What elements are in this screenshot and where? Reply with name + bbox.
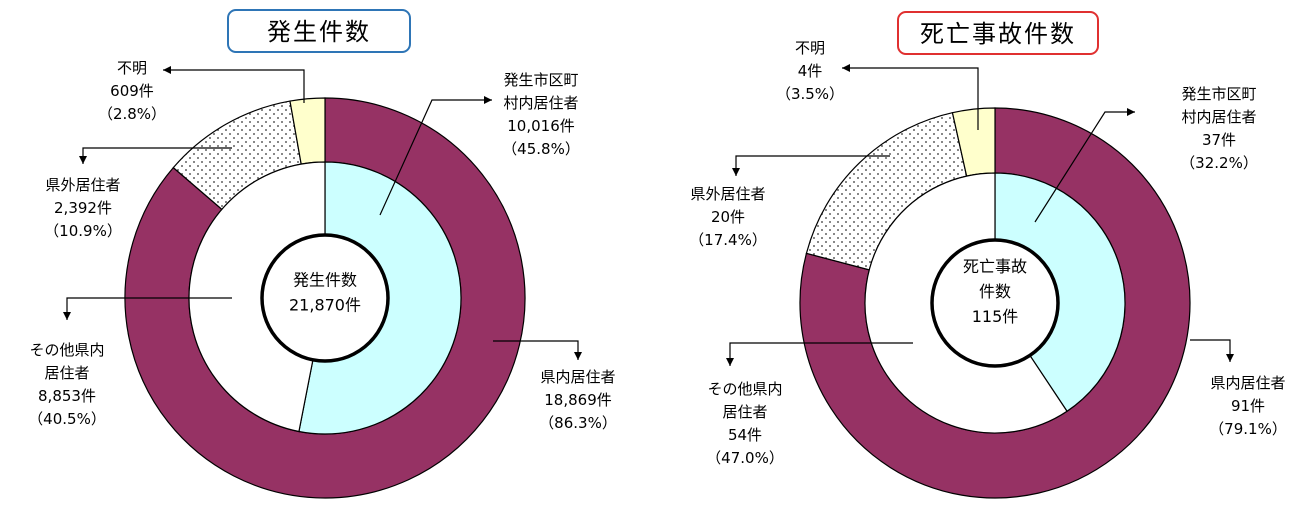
leader-arrow-head (163, 66, 171, 74)
slice-label-line: （32.2%） (1180, 154, 1258, 172)
slice-label: 発生市区町村内居住者 10,016件 （45.8%） (502, 71, 580, 158)
leader-arrow-head (732, 168, 740, 176)
slice-label-line: 居住者 (722, 403, 767, 421)
leader-arrow (1034, 111, 1135, 223)
center-label-line: 115件 (972, 307, 1019, 326)
slice-label: 不明 4件 （3.5%） (776, 39, 844, 103)
slice-label: 不明 609件 （2.8%） (98, 59, 166, 123)
slice-label-line: （86.3%） (539, 414, 617, 432)
slice-label-line: （45.8%） (502, 140, 580, 158)
center-label-line: 21,870件 (289, 296, 361, 315)
center-label-line: 発生件数 (293, 271, 357, 290)
leader-arrow (379, 99, 492, 216)
pie-chart-2: 死亡事故件数 (799, 11, 1191, 499)
slice-label-line: 村内居住者 (1181, 108, 1256, 126)
leader-arrow-head (484, 96, 492, 104)
slice-label-line: 発生市区町 (1181, 85, 1256, 103)
slice-label-line: 10,016件 (507, 117, 575, 135)
chart-title: 発生件数 (267, 18, 371, 46)
slice-label: 県内居住者 18,869件 （86.3%） (539, 368, 617, 432)
slice-label: 県内居住者 91件 （79.1%） (1209, 374, 1287, 438)
leader-arrow (842, 67, 979, 130)
pie-chart-1: 発生件数 (124, 9, 526, 499)
slice-label-line: 不明 (117, 59, 147, 77)
slice-label-line: 91件 (1231, 397, 1265, 415)
slice-label-line: 8,853件 (38, 387, 96, 405)
slice-label-line: （3.5%） (776, 85, 844, 103)
leader-arrow-head (1127, 108, 1135, 116)
slice-label-line: 20件 (711, 208, 745, 226)
leader-arrow-head (79, 156, 87, 164)
center-circle (260, 233, 390, 363)
leader-arrow-head (63, 312, 71, 320)
slice-label-line: （40.5%） (28, 410, 106, 428)
slice-label-line: 4件 (798, 62, 823, 80)
leader-arrow-head (726, 358, 734, 366)
slice-label-line: （2.8%） (98, 105, 166, 123)
slice-label-line: 村内居住者 (503, 94, 578, 112)
slice-label-line: 2,392件 (54, 199, 112, 217)
leader-arrow (1190, 339, 1231, 362)
slice-label: その他県内居住者 54件 （47.0%） (706, 380, 784, 467)
center-label: 発生件数 21,870件 (289, 271, 361, 315)
slice-label-line: 37件 (1202, 131, 1236, 149)
chart-title: 死亡事故件数 (920, 20, 1076, 48)
slice-label-line: （10.9%） (44, 222, 122, 240)
slice-label-line: その他県内 (29, 341, 104, 359)
slice-label-line: その他県内 (707, 380, 782, 398)
center-label-line: 件数 (979, 282, 1011, 301)
leader-arrow (163, 69, 305, 103)
center-label-line: 死亡事故 (963, 257, 1027, 276)
slice-label: その他県内居住者 8,853件 （40.5%） (28, 341, 106, 428)
slice-label: 県外居住者 2,392件 （10.9%） (44, 176, 122, 240)
slice-label-line: 県内居住者 (1210, 374, 1285, 392)
slice-label-line: 不明 (795, 39, 825, 57)
slice-label-line: 発生市区町 (503, 71, 578, 89)
slice-label-line: 居住者 (44, 364, 89, 382)
leader-arrow-head (1226, 354, 1234, 362)
slice-label-line: （79.1%） (1209, 420, 1287, 438)
slice-label: 県外居住者 20件 （17.4%） (689, 185, 767, 249)
center-circle (930, 238, 1060, 368)
slice-label-line: 県外居住者 (690, 185, 765, 203)
slice-label-line: 54件 (728, 426, 762, 444)
chart-title-box (227, 9, 411, 53)
slice-label-line: 県外居住者 (45, 176, 120, 194)
chart-title-box (897, 11, 1099, 55)
leader-arrow-head (842, 64, 850, 72)
leader-arrow-head (574, 352, 582, 360)
slice-label: 発生市区町村内居住者 37件 （32.2%） (1180, 85, 1258, 172)
slice-label-line: （47.0%） (706, 449, 784, 467)
slice-label-line: 県内居住者 (540, 368, 615, 386)
slice-label-line: （17.4%） (689, 231, 767, 249)
slice-label-line: 609件 (110, 82, 154, 100)
center-label: 死亡事故件数 115件 (963, 257, 1027, 326)
slice-label-line: 18,869件 (544, 391, 612, 409)
